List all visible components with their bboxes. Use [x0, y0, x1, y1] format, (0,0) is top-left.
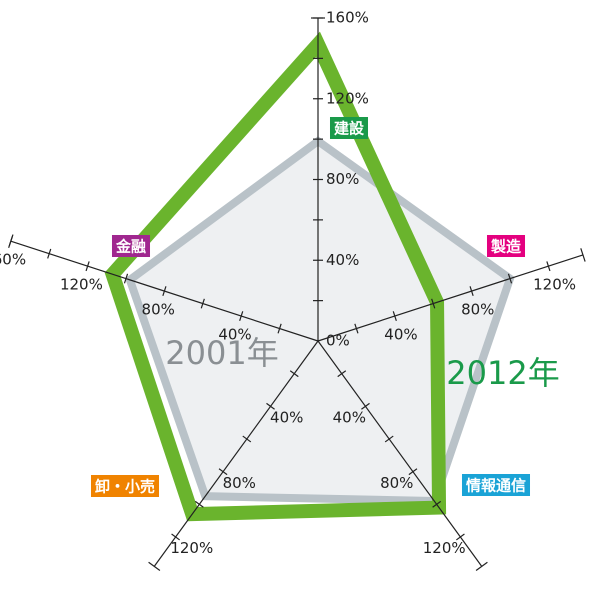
tick-label: 80%	[380, 474, 413, 492]
series-polygon	[125, 136, 515, 506]
tick-mark	[277, 323, 282, 334]
tick-label: 40%	[326, 251, 359, 269]
tick-mark	[266, 402, 275, 410]
category-box	[461, 474, 531, 496]
category-label: 製造	[486, 235, 526, 257]
category-label: 建設	[329, 117, 369, 139]
category-label: 卸・小売	[90, 475, 160, 497]
tick-mark	[218, 468, 228, 476]
axis-line	[153, 340, 319, 567]
category-text: 卸・小売	[95, 478, 155, 496]
tick-mark	[392, 311, 397, 321]
tick-label: 40%	[218, 326, 251, 344]
tick-label: 120%	[60, 276, 103, 294]
tick-mark	[289, 370, 299, 378]
tick-mark	[162, 286, 167, 297]
axis-line	[317, 340, 483, 567]
axis-cap	[475, 561, 488, 571]
tick-mark	[432, 500, 442, 508]
tick-mark	[361, 402, 370, 410]
tick-mark	[455, 533, 465, 541]
tick-label: 80%	[461, 301, 494, 319]
axis-cap	[148, 561, 161, 571]
axes-layer: 0%40%80%120%160%40%80%120%40%80%120%40%8…	[0, 9, 586, 571]
category-text: 情報通信	[466, 477, 526, 495]
tick-mark	[469, 286, 474, 297]
tick-mark	[8, 236, 13, 247]
tick-mark	[194, 500, 204, 508]
tick-label: 40%	[333, 409, 366, 427]
tick-label: 120%	[533, 276, 576, 294]
axis-line	[317, 254, 584, 342]
tick-mark	[242, 435, 252, 443]
tick-label: 40%	[384, 326, 417, 344]
tick-label: 120%	[326, 89, 369, 107]
tick-label: 160%	[0, 251, 26, 269]
tick-label: 160%	[326, 9, 369, 27]
category-text: 製造	[490, 238, 521, 256]
tick-label: 40%	[270, 409, 303, 427]
axis-cap	[580, 248, 586, 262]
tick-mark	[337, 370, 347, 378]
category-box	[90, 475, 160, 497]
category-box	[329, 117, 369, 139]
tick-mark	[431, 298, 436, 309]
series-layer	[104, 31, 515, 522]
tick-mark	[408, 468, 418, 476]
category-text: 金融	[115, 238, 146, 256]
tick-label: 80%	[326, 170, 359, 188]
category-box	[486, 235, 526, 257]
tick-mark	[171, 533, 181, 541]
category-label: 金融	[111, 235, 151, 257]
tick-label: 120%	[170, 539, 213, 557]
tick-mark	[507, 273, 513, 284]
tick-mark	[200, 298, 205, 309]
category-text: 建設	[334, 120, 365, 138]
tick-mark	[85, 261, 90, 272]
series-label: 2012年	[446, 354, 559, 392]
tick-mark	[546, 261, 551, 272]
tick-label: 120%	[423, 539, 466, 557]
series-label: 2001年	[165, 334, 278, 372]
category-label: 情報通信	[461, 474, 531, 496]
tick-mark	[47, 248, 52, 259]
tick-mark	[123, 273, 129, 284]
tick-mark	[354, 323, 359, 334]
category-box	[111, 235, 151, 257]
tick-mark	[384, 435, 394, 443]
tick-mark	[239, 311, 244, 321]
tick-label: 80%	[142, 301, 175, 319]
tick-label: 80%	[223, 474, 256, 492]
